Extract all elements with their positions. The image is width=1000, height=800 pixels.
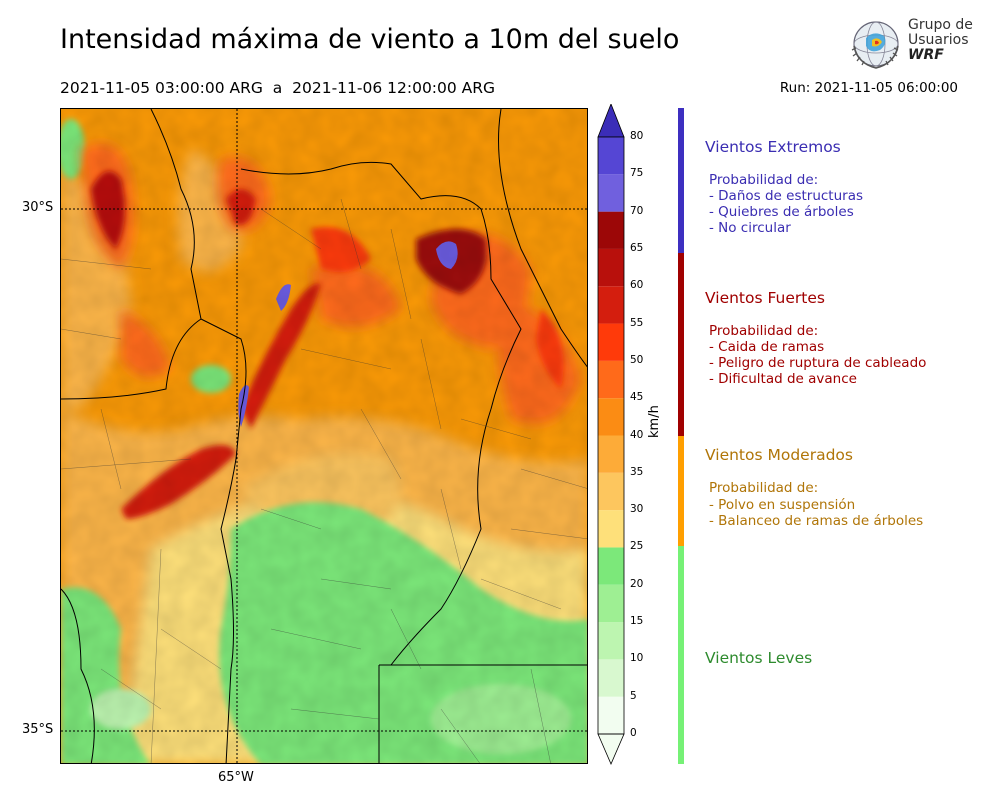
colorbar-bin [598,286,624,324]
colorbar-tick-label: 25 [630,540,644,553]
colorbar-bin [598,659,624,697]
category-extreme-line-2: - Daños de estructuras [709,188,864,204]
colorbar-bin [598,398,624,436]
colorbar-tick-label: 15 [630,615,644,628]
category-bar-strong [678,253,684,436]
colorbar-tick-label: 10 [630,652,644,665]
category-moderate-line-3: - Balanceo de ramas de árboles [709,513,924,529]
colorbar-tick-label: 40 [630,428,644,441]
lon-label-65w: 65°W [218,770,254,785]
wind-map [60,108,588,764]
colorbar-tick-label: 70 [630,204,644,217]
colorbar-bin [598,137,624,175]
colorbar-tick-label: 35 [630,465,644,478]
category-bar-moderate [678,436,684,546]
colorbar-extension-bottom [597,733,625,766]
colorbar-tick-label: 30 [630,503,644,516]
colorbar-tick-label: 50 [630,353,644,366]
colorbar-tick-label: 60 [630,279,644,292]
colorbar-bin [598,547,624,585]
colorbar-bin [598,211,624,249]
category-strong-line-4: - Dificultad de avance [709,371,857,387]
category-moderate-line-2: - Polvo en suspensión [709,497,856,513]
category-moderate-line-1: Probabilidad de: [709,480,819,496]
forecast-period: 2021-11-05 03:00:00 ARG a 2021-11-06 12:… [60,79,496,97]
lat-label-30s: 30°S [22,200,54,215]
globe-logo-icon [851,21,899,69]
colorbar [596,102,626,772]
colorbar-bin [598,323,624,361]
run-time: Run: 2021-11-05 06:00:00 [779,80,958,96]
colorbar-extension-top [597,102,625,138]
category-extreme-line-1: Probabilidad de: [709,172,819,188]
category-strong-line-3: - Peligro de ruptura de cableado [709,355,927,371]
logo-line-3: WRF [908,47,944,63]
wrf-users-logo: Grupo de Usuarios WRF [848,16,978,76]
colorbar-tick-label: 75 [630,167,644,180]
colorbar-unit-label: km/h [647,405,662,438]
colorbar-tick-label: 55 [630,316,644,329]
colorbar-bin [598,472,624,511]
colorbar-tick-label: 80 [630,130,644,142]
colorbar-frame [597,136,625,735]
colorbar-tick-label: 45 [630,391,644,404]
colorbar-bin [598,435,624,473]
colorbar-bin [598,622,624,660]
category-strong-line-2: - Caida de ramas [709,339,825,355]
colorbar-bin [598,248,624,287]
colorbar-tick-label: 20 [630,577,644,590]
category-title-strong: Vientos Fuertes [705,289,825,307]
category-strong-line-1: Probabilidad de: [709,323,819,339]
category-extreme-line-3: - Quiebres de árboles [709,204,854,220]
colorbar-tick-label: 65 [630,241,644,254]
category-title-extreme: Vientos Extremos [705,138,841,156]
colorbar-bin [598,174,624,212]
wind-field-map [61,109,587,763]
colorbar-tick-label: 5 [630,689,637,702]
colorbar-tick-label: 0 [630,727,637,739]
colorbar-bin [598,696,624,734]
chart-title: Intensidad máxima de viento a 10m del su… [60,24,680,55]
category-title-light: Vientos Leves [705,649,813,667]
category-bar-extreme [678,108,684,253]
logo-line-1: Grupo de [908,17,973,33]
logo-line-2: Usuarios [908,32,969,48]
colorbar-bin [598,360,624,399]
colorbar-bin [598,510,624,548]
lat-label-35s: 35°S [22,722,54,737]
category-bar-light [678,546,684,764]
category-title-moderate: Vientos Moderados [705,446,853,464]
colorbar-bin [598,584,624,623]
colorbar-swatches [597,102,625,766]
category-extreme-line-4: - No circular [709,220,791,236]
